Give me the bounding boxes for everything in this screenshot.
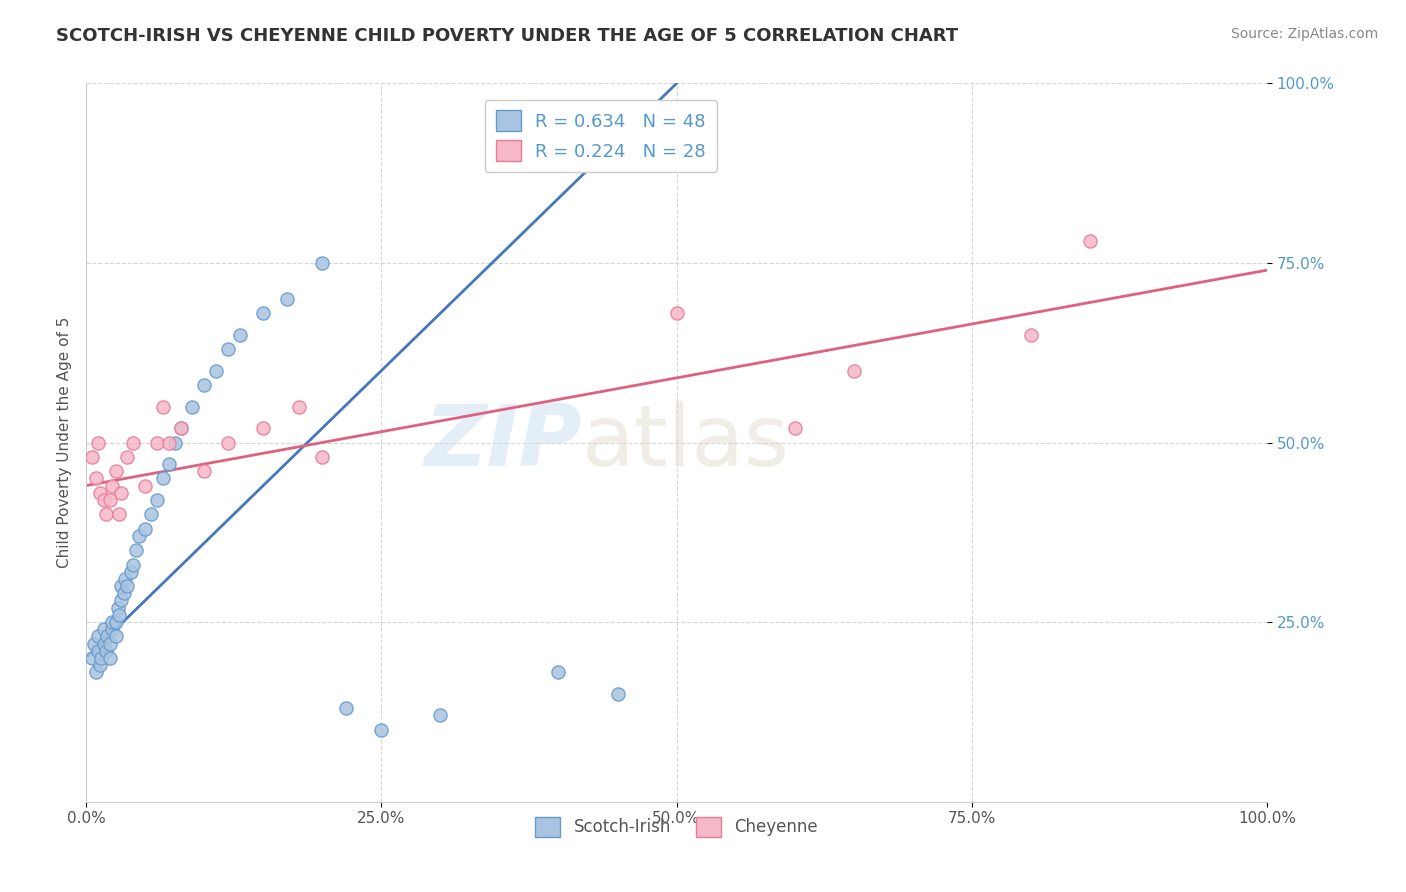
Point: [252, 421, 274, 435]
Point: [783, 421, 806, 435]
Point: [108, 508, 131, 522]
Point: [547, 665, 569, 680]
Point: [122, 435, 145, 450]
Point: [93, 492, 115, 507]
Legend: Scotch-Irish, Cheyenne: Scotch-Irish, Cheyenne: [529, 810, 824, 844]
Point: [94, 644, 117, 658]
Point: [157, 435, 180, 450]
Point: [89, 658, 111, 673]
Point: [146, 435, 169, 450]
Point: [134, 478, 156, 492]
Point: [110, 579, 132, 593]
Point: [181, 400, 204, 414]
Point: [93, 637, 115, 651]
Point: [114, 572, 136, 586]
Point: [665, 306, 688, 320]
Point: [93, 622, 115, 636]
Point: [163, 435, 186, 450]
Point: [84, 665, 107, 680]
Point: [87, 435, 110, 450]
Y-axis label: Child Poverty Under the Age of 5: Child Poverty Under the Age of 5: [58, 317, 72, 568]
Point: [89, 485, 111, 500]
Point: [108, 607, 131, 622]
Point: [252, 306, 274, 320]
Point: [429, 708, 451, 723]
Point: [157, 457, 180, 471]
Point: [87, 644, 110, 658]
Point: [80, 651, 103, 665]
Point: [104, 629, 127, 643]
Point: [122, 558, 145, 572]
Point: [134, 522, 156, 536]
Point: [84, 471, 107, 485]
Point: [370, 723, 392, 737]
Point: [193, 378, 215, 392]
Point: [101, 615, 124, 629]
Point: [169, 421, 191, 435]
Point: [311, 256, 333, 270]
Text: ZIP: ZIP: [425, 401, 582, 484]
Point: [112, 586, 135, 600]
Point: [94, 508, 117, 522]
Point: [1019, 327, 1042, 342]
Point: [120, 565, 142, 579]
Point: [101, 622, 124, 636]
Text: SCOTCH-IRISH VS CHEYENNE CHILD POVERTY UNDER THE AGE OF 5 CORRELATION CHART: SCOTCH-IRISH VS CHEYENNE CHILD POVERTY U…: [56, 27, 959, 45]
Point: [152, 471, 174, 485]
Point: [146, 492, 169, 507]
Point: [98, 637, 121, 651]
Point: [169, 421, 191, 435]
Point: [80, 450, 103, 464]
Point: [217, 342, 239, 356]
Point: [606, 687, 628, 701]
Point: [1078, 235, 1101, 249]
Point: [217, 435, 239, 450]
Point: [128, 529, 150, 543]
Point: [110, 485, 132, 500]
Point: [101, 478, 124, 492]
Point: [96, 629, 118, 643]
Text: atlas: atlas: [582, 401, 790, 484]
Point: [205, 364, 228, 378]
Point: [276, 292, 298, 306]
Point: [139, 508, 162, 522]
Point: [83, 637, 105, 651]
Point: [117, 579, 139, 593]
Point: [104, 615, 127, 629]
Point: [98, 492, 121, 507]
Point: [335, 701, 357, 715]
Point: [842, 364, 865, 378]
Text: Source: ZipAtlas.com: Source: ZipAtlas.com: [1230, 27, 1378, 41]
Point: [124, 543, 146, 558]
Point: [287, 400, 309, 414]
Point: [117, 450, 139, 464]
Point: [110, 593, 132, 607]
Point: [107, 600, 129, 615]
Point: [87, 629, 110, 643]
Point: [98, 651, 121, 665]
Point: [152, 400, 174, 414]
Point: [104, 464, 127, 478]
Point: [193, 464, 215, 478]
Point: [90, 651, 112, 665]
Point: [311, 450, 333, 464]
Point: [228, 327, 250, 342]
